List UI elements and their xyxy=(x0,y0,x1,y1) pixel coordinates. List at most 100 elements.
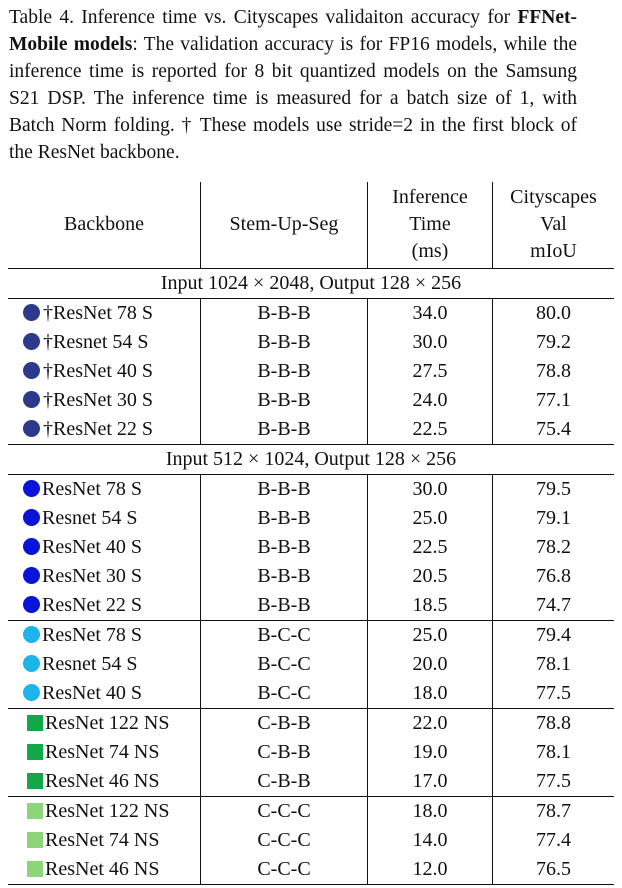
cell-backbone: ResNet 46 NS xyxy=(8,855,200,884)
cell-stem-up-seg: C-B-B xyxy=(257,712,311,734)
column-divider xyxy=(200,475,201,620)
table-row: ResNet 40 S B-B-B 22.5 78.2 xyxy=(8,533,614,562)
dagger-mark: † xyxy=(43,331,53,353)
cell-inference-time: 12.0 xyxy=(412,858,448,880)
header-cityscapes-miou: Cityscapes Val mIoU xyxy=(493,184,614,265)
cell-backbone: Resnet 54 S xyxy=(8,650,200,679)
table-caption: Table 4. Inference time vs. Cityscapes v… xyxy=(9,4,577,166)
cell-miou: 78.1 xyxy=(536,741,571,763)
cell-stem-up-seg: B-B-B xyxy=(257,478,311,500)
cell-backbone: ResNet 30 S xyxy=(8,562,200,591)
model-group: †ResNet 78 S B-B-B 34.0 80.0 †Resnet 54 S B-B… xyxy=(8,299,614,445)
cell-backbone: ResNet 40 S xyxy=(8,679,200,708)
column-divider xyxy=(367,182,368,268)
dagger-mark: † xyxy=(43,418,53,440)
table-row: †ResNet 22 S B-B-B 22.5 75.4 xyxy=(8,415,614,444)
table-row: ResNet 78 S B-C-C 25.0 79.4 xyxy=(8,621,614,650)
cell-stem-up-seg: C-B-B xyxy=(257,741,311,763)
circle-marker-icon xyxy=(23,304,40,322)
circle-marker-icon xyxy=(23,333,40,351)
cell-miou: 78.2 xyxy=(536,536,571,558)
backbone-name: ResNet 74 NS xyxy=(45,741,160,763)
circle-marker-icon xyxy=(23,684,40,702)
column-divider xyxy=(367,475,368,620)
header-inference-line: (ms) xyxy=(411,240,449,262)
caption-rest: : The validation accuracy is for FP16 mo… xyxy=(9,34,577,163)
column-divider xyxy=(200,797,201,884)
cell-miou: 77.5 xyxy=(536,770,571,792)
header-inference-line: Time xyxy=(409,213,451,235)
square-marker-icon xyxy=(27,743,43,760)
cell-backbone: ResNet 46 NS xyxy=(8,767,200,796)
cell-backbone: Resnet 54 S xyxy=(8,504,200,533)
cell-miou: 75.4 xyxy=(536,418,571,440)
cell-inference-time: 25.0 xyxy=(412,507,448,529)
cell-stem-up-seg: B-C-C xyxy=(257,682,311,704)
cell-inference-time: 18.0 xyxy=(412,682,448,704)
column-divider xyxy=(200,299,201,444)
header-inference-time: Inference Time (ms) xyxy=(368,184,492,265)
circle-marker-icon xyxy=(23,567,40,585)
backbone-name: Resnet 54 S xyxy=(42,653,138,675)
header-cityscapes-line: Val xyxy=(540,213,567,235)
square-marker-icon xyxy=(27,831,43,848)
cell-inference-time: 18.0 xyxy=(412,800,448,822)
cell-backbone: †Resnet 54 S xyxy=(8,328,200,357)
backbone-name: ResNet 122 NS xyxy=(45,712,170,734)
backbone-name: ResNet 22 S xyxy=(53,418,153,440)
cell-backbone: ResNet 78 S xyxy=(8,475,200,504)
cell-stem-up-seg: B-B-B xyxy=(257,302,311,324)
cell-inference-time: 25.0 xyxy=(412,624,448,646)
cell-backbone: †ResNet 40 S xyxy=(8,357,200,386)
cell-inference-time: 22.5 xyxy=(412,536,448,558)
cell-miou: 78.8 xyxy=(536,360,571,382)
backbone-name: ResNet 22 S xyxy=(42,594,142,616)
square-marker-icon xyxy=(27,860,43,877)
cell-miou: 77.5 xyxy=(536,682,571,704)
table-row: ResNet 74 NS C-B-B 19.0 78.1 xyxy=(8,738,614,767)
cell-inference-time: 17.0 xyxy=(412,770,448,792)
cell-stem-up-seg: C-B-B xyxy=(257,770,311,792)
table-row: Resnet 54 S B-C-C 20.0 78.1 xyxy=(8,650,614,679)
cell-backbone: ResNet 22 S xyxy=(8,591,200,620)
cell-backbone: ResNet 78 S xyxy=(8,621,200,650)
column-divider xyxy=(200,621,201,708)
column-divider xyxy=(492,797,493,884)
table-row: †ResNet 78 S B-B-B 34.0 80.0 xyxy=(8,299,614,328)
header-inference-line: Inference xyxy=(392,186,468,208)
column-divider xyxy=(492,709,493,796)
model-group: ResNet 122 NS C-C-C 18.0 78.7 ResNet 74 NS C-… xyxy=(8,797,614,885)
table-row: ResNet 74 NS C-C-C 14.0 77.4 xyxy=(8,826,614,855)
cell-miou: 76.8 xyxy=(536,565,571,587)
cell-stem-up-seg: B-B-B xyxy=(257,594,311,616)
cell-backbone: ResNet 74 NS xyxy=(8,738,200,767)
model-group: ResNet 78 S B-B-B 30.0 79.5 Resnet 54 S B-B-B… xyxy=(8,475,614,621)
table-header: Backbone Stem-Up-Seg Inference Time (ms)… xyxy=(8,182,614,269)
circle-marker-icon xyxy=(23,626,40,644)
dagger-mark: † xyxy=(43,389,53,411)
cell-miou: 74.7 xyxy=(536,594,571,616)
backbone-name: ResNet 46 NS xyxy=(45,770,160,792)
column-divider xyxy=(367,299,368,444)
cell-miou: 78.8 xyxy=(536,712,571,734)
column-divider xyxy=(367,621,368,708)
cell-stem-up-seg: B-B-B xyxy=(257,389,311,411)
column-divider xyxy=(200,182,201,268)
cell-inference-time: 14.0 xyxy=(412,829,448,851)
table-row: ResNet 46 NS C-C-C 12.0 76.5 xyxy=(8,855,614,884)
cell-miou: 78.1 xyxy=(536,653,571,675)
backbone-name: ResNet 46 NS xyxy=(45,858,160,880)
section-title: Input 512 × 1024, Output 128 × 256 xyxy=(8,445,614,475)
cell-inference-time: 27.5 xyxy=(412,360,448,382)
backbone-name: ResNet 40 S xyxy=(42,682,142,704)
cell-stem-up-seg: C-C-C xyxy=(257,829,311,851)
backbone-name: ResNet 74 NS xyxy=(45,829,160,851)
column-divider xyxy=(492,475,493,620)
cell-inference-time: 30.0 xyxy=(412,331,448,353)
cell-miou: 79.2 xyxy=(536,331,571,353)
cell-inference-time: 34.0 xyxy=(412,302,448,324)
column-divider xyxy=(492,182,493,268)
cell-inference-time: 24.0 xyxy=(412,389,448,411)
square-marker-icon xyxy=(27,714,43,731)
backbone-name: ResNet 30 S xyxy=(53,389,153,411)
